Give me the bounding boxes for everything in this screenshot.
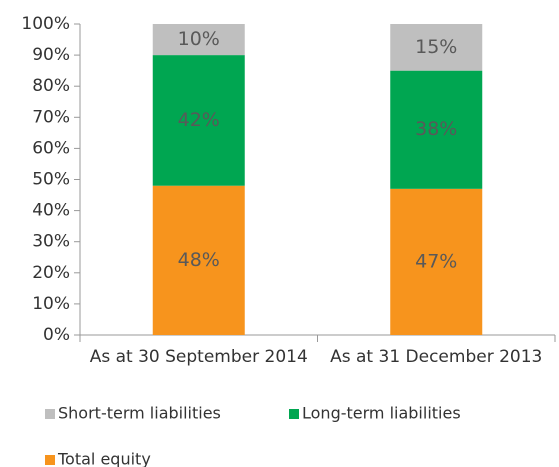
y-tick-label: 90% [32,45,70,65]
data-label: 10% [178,28,220,50]
data-label: 38% [415,118,457,140]
y-tick-label: 100% [21,14,70,34]
legend-swatch [289,409,299,419]
data-label: 42% [178,109,220,131]
legend-label: Short-term liabilities [58,404,221,423]
y-tick-label: 40% [32,201,70,221]
bar-segment [152,24,245,56]
y-tick-label: 70% [32,107,70,127]
data-label: 48% [178,249,220,271]
y-tick-label: 50% [32,170,70,190]
x-tick-label-box: As at 31 December 2013 [330,347,543,367]
bar-segment [152,185,245,335]
legend-label: Total equity [57,450,151,467]
y-tick-label: 20% [32,263,70,283]
y-tick-label: 60% [32,138,70,158]
bar-segment [390,24,483,71]
x-tick-label-box: As at 30 September 2014 [89,347,308,367]
data-label: 47% [415,250,457,272]
legend-swatch [45,409,55,419]
data-label: 15% [415,36,457,58]
y-tick-label: 30% [32,232,70,252]
y-tick-label: 10% [32,294,70,314]
y-tick-label: 80% [32,76,70,96]
x-tick-label: As at 30 September 2014 [89,347,308,367]
legend-label: Long-term liabilities [302,404,461,423]
legend-swatch [45,455,55,465]
bar-segment [390,70,483,189]
x-tick-label: As at 31 December 2013 [330,347,543,367]
y-tick-label: 0% [43,325,70,345]
bar-segment [152,55,245,186]
bar-segment [390,188,483,335]
